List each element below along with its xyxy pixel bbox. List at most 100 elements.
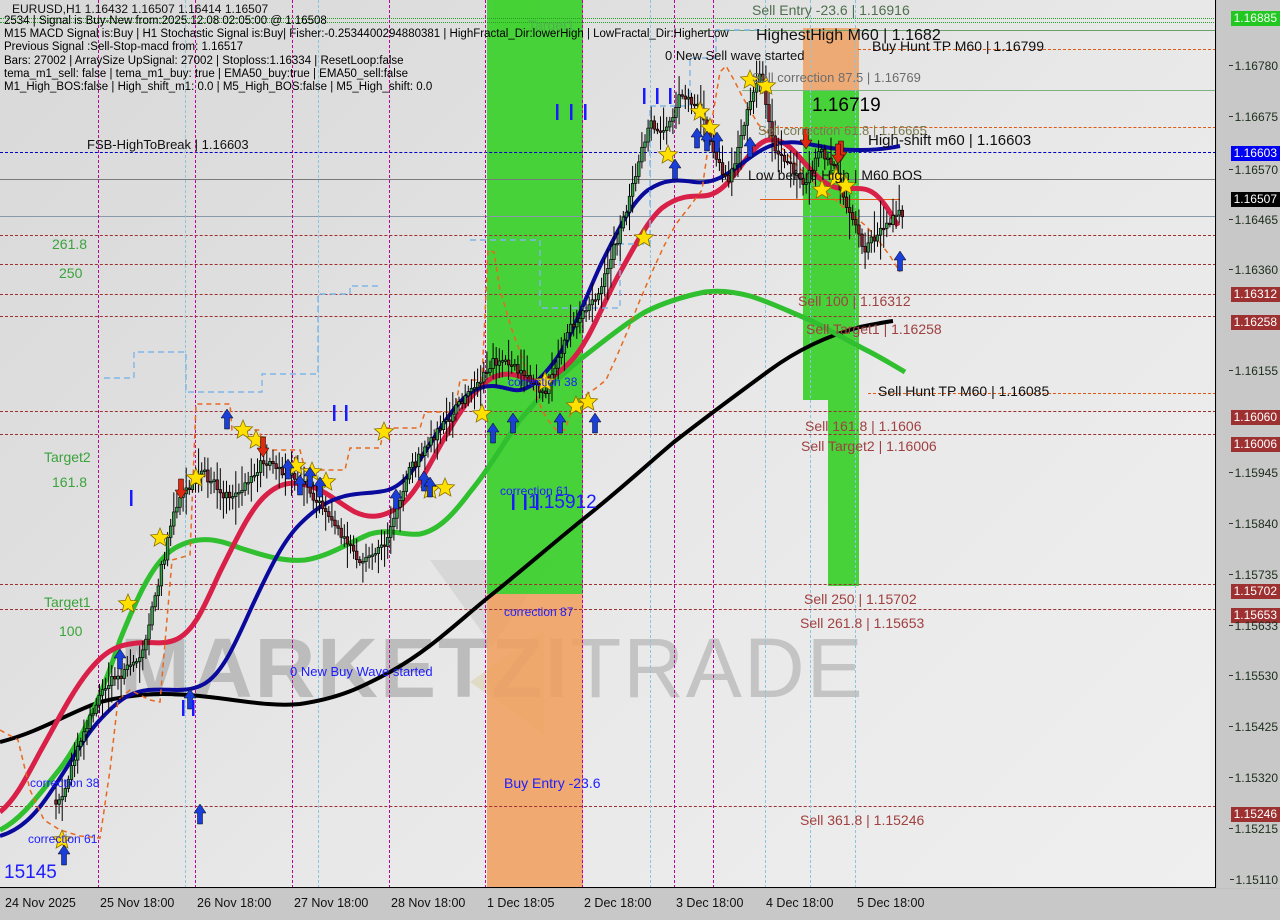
candle-body (671, 117, 675, 122)
candle-body (100, 689, 105, 696)
price-tick-label: 1.15945 (1228, 466, 1278, 480)
candle-body (736, 146, 740, 165)
candle-body (510, 364, 514, 367)
candle-body (224, 491, 229, 499)
candle-body (116, 675, 120, 680)
candle-body (590, 299, 594, 306)
price-tick-label: 1.15735 (1228, 568, 1278, 582)
horizontal-level-line (0, 434, 1215, 435)
info-line-1: M15 MACD Signal is:Buy | H1 Stochastic S… (4, 28, 729, 41)
candle-body (646, 127, 650, 143)
signal-star-marker (689, 100, 711, 121)
candle-body (643, 141, 647, 148)
candle-body (187, 487, 191, 490)
candle-body (339, 527, 343, 538)
time-tick-label: 1 Dec 18:05 (487, 896, 555, 910)
vertical-time-line (318, 0, 319, 887)
candle-body (141, 649, 145, 658)
candle-body (649, 120, 653, 129)
candle-body (79, 741, 83, 747)
candle-body (584, 310, 588, 313)
chart-label: correction 38 (30, 776, 100, 790)
candle-body (469, 388, 474, 393)
candle-body (258, 460, 263, 473)
chart-label: 261.8 (52, 236, 88, 252)
candle-body (668, 120, 672, 128)
buy-arrow-icon (293, 474, 307, 496)
chart-label: Sell Entry -23.6 | 1.16916 (752, 2, 910, 18)
candle-body (221, 492, 226, 499)
candle-body (612, 243, 616, 260)
candle-body (900, 209, 904, 218)
candle-body (448, 419, 452, 422)
time-tick-label: 26 Nov 18:00 (197, 896, 272, 910)
horizontal-level-line (0, 179, 1215, 180)
candle-body (519, 370, 523, 374)
chart-plot-area[interactable]: MARKETZITRADE Sell Entry -23.6 | 1.16916… (0, 0, 1216, 888)
horizontal-level-line (0, 152, 1215, 153)
candle-body (578, 318, 582, 323)
buy-arrow-icon (690, 127, 704, 149)
candle-body (277, 466, 281, 470)
zone-band (803, 28, 859, 90)
horizontal-level-line (742, 90, 1215, 91)
signal-star-marker (577, 390, 599, 411)
candle-body (863, 246, 867, 253)
ma-red-line (0, 137, 901, 814)
candle-body (847, 207, 852, 213)
candle-body (872, 236, 877, 242)
buy-arrow-icon (743, 136, 757, 158)
candle-body (599, 286, 604, 295)
chart-label: Low before High | M60 BOS (748, 167, 923, 183)
signal-star-marker (232, 418, 254, 439)
candle-body (869, 236, 873, 244)
signal-star-marker (471, 402, 493, 423)
signal-star-marker (755, 74, 777, 95)
candle-body (314, 499, 319, 503)
indicator-info-panel: 2534 | Signal is Buy-New from:2025.12.08… (4, 15, 729, 94)
candle-body (82, 731, 86, 742)
candle-body (776, 150, 780, 155)
candle-body (733, 163, 737, 170)
candle-body (444, 419, 449, 422)
price-scale[interactable]: 1.16885 1.16780 1.16675 1.16603 1.16570 1.165… (1217, 0, 1280, 888)
zone-band (494, 0, 540, 30)
time-tick-label: 2 Dec 18:00 (584, 896, 652, 910)
candle-body (674, 107, 678, 118)
chart-label: HighestHigh M60 | 1.1682 (756, 27, 941, 44)
signal-star-marker (739, 68, 761, 89)
candle-body (441, 420, 446, 431)
candle-body (894, 214, 898, 218)
candle-body (568, 323, 573, 333)
candle-body (723, 174, 728, 177)
signal-markers-layer (51, 68, 907, 866)
candle-body (227, 491, 232, 499)
candle-body (742, 124, 746, 136)
candle-body (482, 371, 486, 383)
buy-arrow-icon (486, 422, 500, 444)
chart-label: Buy Entry -23.6 (504, 775, 601, 791)
candle-body (544, 390, 548, 394)
vertical-time-line (713, 0, 714, 887)
candle-body (798, 173, 802, 179)
candle-body (820, 149, 824, 153)
horizontal-level-line (700, 30, 1215, 31)
time-scale[interactable]: 24 Nov 2025 25 Nov 18:00 26 Nov 18:00 27 No… (0, 889, 1280, 920)
signal-star-marker (373, 420, 395, 441)
candle-body (69, 765, 74, 780)
candle-body (386, 537, 390, 547)
candle-body (810, 170, 815, 173)
candle-body (488, 368, 492, 373)
candle-body (878, 227, 883, 236)
price-tick-label: 1.16360 (1228, 263, 1278, 277)
candle-body (60, 796, 64, 801)
vertical-time-line (292, 0, 293, 887)
candle-body (407, 467, 412, 480)
time-tick-label: 25 Nov 18:00 (100, 896, 175, 910)
buy-arrow-icon (57, 844, 71, 866)
candle-body (218, 489, 222, 494)
candle-body (888, 222, 892, 226)
buy-arrow-icon (389, 488, 403, 510)
candle-body (97, 694, 102, 706)
